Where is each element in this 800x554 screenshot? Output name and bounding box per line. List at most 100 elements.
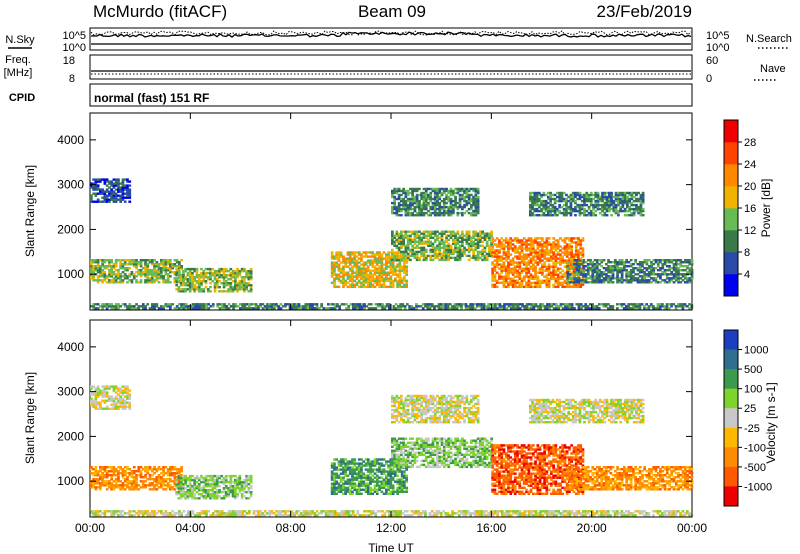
power-gate-cell	[295, 307, 299, 310]
power-gate-cell	[406, 240, 410, 243]
velocity-gate-cell	[213, 495, 217, 498]
power-gate-cell	[406, 303, 409, 306]
velocity-gate-cell	[175, 491, 178, 494]
power-gate-cell	[504, 273, 508, 276]
velocity-gate-cell	[90, 486, 93, 489]
power-gate-cell	[532, 269, 535, 272]
power-gate-cell	[507, 305, 511, 308]
velocity-gate-cell	[162, 472, 165, 475]
power-gate-cell	[245, 269, 248, 273]
power-gate-cell	[90, 259, 93, 262]
power-gate-cell	[591, 261, 595, 264]
power-gate-cell	[502, 269, 506, 272]
power-gate-cell	[293, 303, 296, 306]
power-gate-cell	[415, 199, 419, 203]
power-gate-cell	[360, 307, 364, 310]
power-gate-cell	[490, 232, 493, 235]
power-gate-cell	[458, 189, 462, 193]
power-gate-cell	[518, 281, 522, 284]
power-gate-cell	[474, 209, 478, 213]
power-gate-cell	[561, 285, 564, 288]
power-gate-cell	[470, 236, 473, 239]
power-gate-cell	[431, 201, 435, 205]
power-gate-cell	[243, 284, 246, 287]
power-gate-cell	[400, 197, 403, 201]
power-gate-cell	[491, 247, 494, 250]
velocity-gate-cell	[179, 487, 183, 490]
nsky-tick-top: 10^5	[62, 30, 86, 42]
power-gate-cell	[652, 277, 656, 280]
power-gate-cell	[572, 261, 576, 264]
power-gate-cell	[652, 279, 656, 282]
power-gate-cell	[433, 256, 437, 260]
power-gate-cell	[247, 269, 251, 273]
power-gate-cell	[101, 196, 104, 199]
power-gate-cell	[534, 259, 537, 262]
power-gate-cell	[438, 232, 442, 235]
power-gate-cell	[454, 201, 457, 205]
power-gate-cell	[369, 277, 372, 280]
power-gate-cell	[665, 307, 669, 310]
power-gate-cell	[623, 263, 626, 266]
power-gate-cell	[579, 247, 583, 250]
power-ytick-label: 1000	[57, 267, 84, 281]
power-gate-cell	[357, 251, 361, 254]
power-gate-cell	[574, 247, 578, 250]
power-gate-cell	[114, 194, 118, 197]
power-gate-cell	[438, 211, 442, 215]
power-gate-cell	[389, 259, 393, 262]
velocity-gate-cell	[99, 476, 102, 479]
power-gate-cell	[623, 207, 627, 211]
power-gate-cell	[92, 184, 95, 187]
velocity-gate-cell	[186, 493, 190, 496]
power-gate-cell	[618, 279, 622, 282]
power-gate-cell	[344, 283, 347, 286]
power-gate-cell	[363, 303, 366, 306]
power-gate-cell	[540, 195, 543, 199]
velocity-gate-cell	[175, 487, 178, 490]
power-gate-cell	[442, 242, 446, 245]
power-gate-cell	[117, 188, 120, 191]
power-gate-cell	[559, 303, 563, 306]
power-gate-cell	[195, 280, 199, 283]
power-gate-cell	[405, 267, 408, 270]
power-gate-cell	[330, 263, 334, 266]
power-gate-cell	[135, 281, 138, 284]
power-gate-cell	[688, 263, 692, 266]
power-gate-cell	[498, 259, 501, 262]
power-gate-cell	[335, 285, 338, 288]
power-gate-cell	[367, 307, 371, 310]
power-gate-cell	[347, 307, 351, 310]
power-gate-cell	[440, 193, 444, 197]
velocity-gate-cell	[171, 472, 174, 475]
power-gate-cell	[592, 203, 595, 207]
power-gate-cell	[103, 200, 107, 203]
power-gate-cell	[411, 203, 414, 207]
power-gate-cell	[582, 279, 586, 282]
velocity-gate-cell	[90, 468, 93, 471]
power-gate-cell	[584, 269, 588, 272]
power-gate-cell	[507, 283, 510, 286]
power-gate-cell	[396, 281, 399, 284]
power-gate-cell	[620, 305, 624, 308]
velocity-gate-cell	[179, 481, 183, 484]
power-gate-cell	[679, 281, 683, 284]
velocity-gate-cell	[182, 491, 185, 494]
power-gate-cell	[603, 201, 607, 205]
velocity-gate-cell	[188, 476, 192, 480]
power-gate-cell	[463, 250, 466, 254]
power-gate-cell	[146, 265, 150, 268]
power-gate-cell	[645, 303, 648, 306]
power-gate-cell	[512, 305, 515, 308]
power-gate-cell	[570, 247, 573, 250]
power-gate-cell	[202, 271, 206, 275]
power-gate-cell	[504, 255, 508, 258]
power-gate-cell	[400, 238, 403, 241]
power-gate-cell	[177, 288, 181, 291]
power-gate-cell	[507, 265, 510, 268]
power-gate-cell	[589, 214, 593, 217]
power-gate-cell	[126, 259, 129, 262]
power-gate-cell	[570, 251, 573, 254]
power-gate-cell	[191, 284, 194, 287]
power-gate-cell	[348, 277, 352, 280]
